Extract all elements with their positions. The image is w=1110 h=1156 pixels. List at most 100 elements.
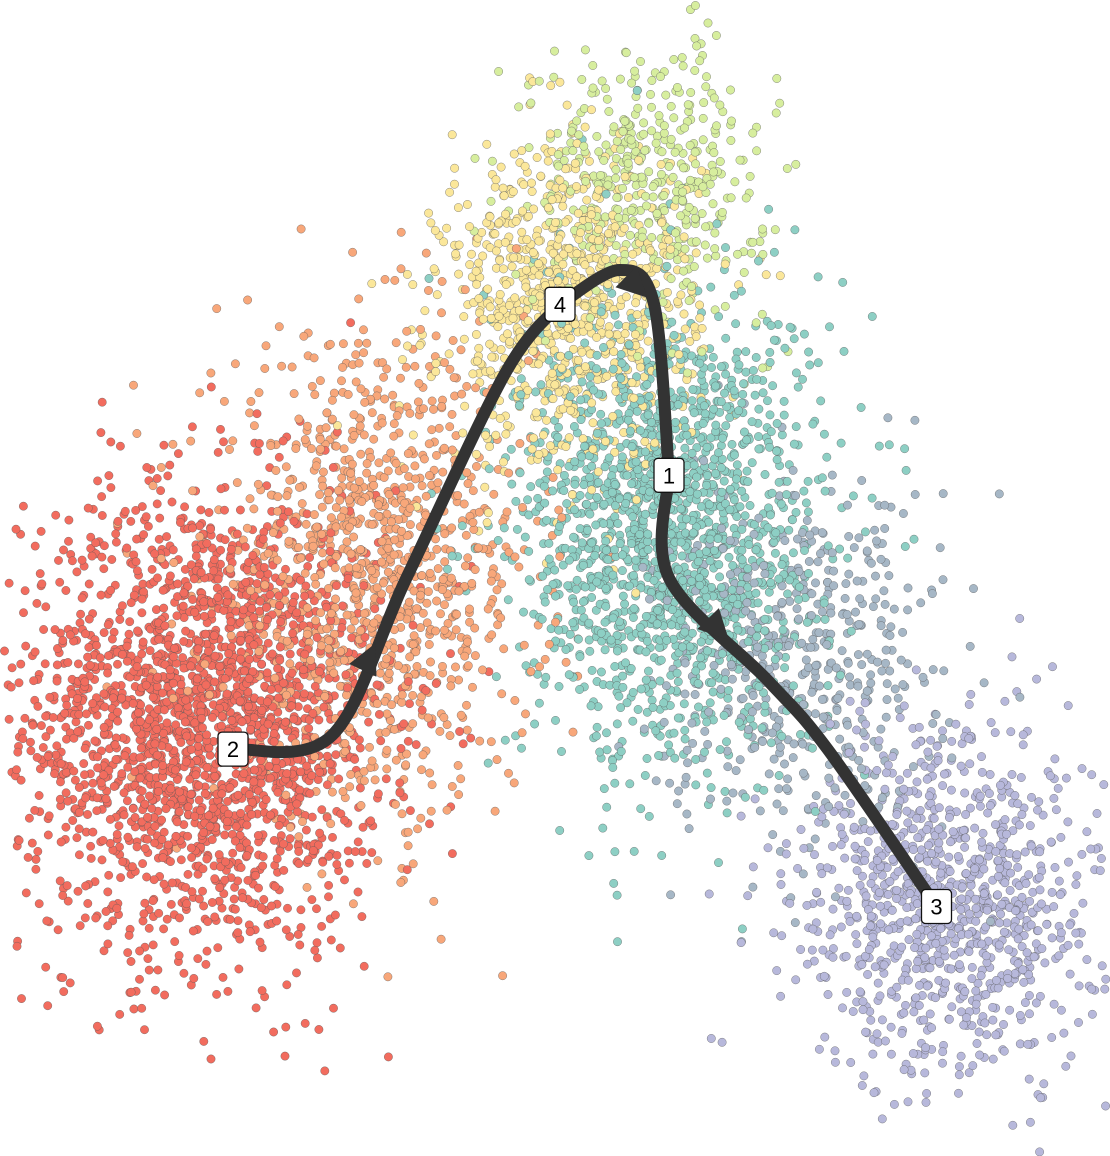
cell-point xyxy=(451,662,460,672)
cell-point xyxy=(335,943,345,953)
cell-point xyxy=(881,658,890,668)
cell-point xyxy=(23,853,33,862)
cell-point xyxy=(350,616,359,626)
cell-point xyxy=(159,440,169,450)
cell-point xyxy=(1074,981,1084,991)
cell-point xyxy=(741,347,751,356)
cell-point xyxy=(162,718,172,728)
cell-point xyxy=(660,206,669,216)
cell-point xyxy=(338,363,347,372)
cell-point xyxy=(468,486,478,496)
cell-point xyxy=(588,83,598,93)
cell-point xyxy=(501,429,511,439)
cell-point xyxy=(691,480,700,490)
cell-point xyxy=(861,891,871,901)
cell-point xyxy=(627,78,636,88)
cell-point xyxy=(74,824,84,834)
cell-point xyxy=(92,806,102,816)
cell-point xyxy=(491,175,501,185)
cell-point xyxy=(657,147,667,157)
cell-point xyxy=(910,415,920,425)
cell-point xyxy=(18,734,28,744)
cell-point xyxy=(560,471,569,480)
cell-point xyxy=(817,528,827,537)
cell-point xyxy=(509,778,519,788)
cell-point xyxy=(981,990,991,999)
cell-point xyxy=(282,980,292,990)
cell-point xyxy=(93,476,102,486)
cell-point xyxy=(310,510,319,519)
cell-point xyxy=(996,909,1005,919)
cell-point xyxy=(857,660,867,669)
cell-point xyxy=(236,636,245,645)
cell-point xyxy=(772,455,782,465)
cell-point xyxy=(153,965,163,975)
cell-point xyxy=(571,584,581,594)
cell-point xyxy=(696,637,706,647)
cell-point xyxy=(703,740,712,749)
cell-point xyxy=(600,462,610,472)
cell-point xyxy=(791,508,801,517)
cell-point xyxy=(758,363,767,373)
cell-point xyxy=(1013,863,1023,872)
cell-point xyxy=(616,703,625,712)
cell-point xyxy=(735,755,745,765)
cell-point xyxy=(570,457,579,467)
cell-point xyxy=(1077,764,1087,773)
cell-point xyxy=(399,719,409,729)
cell-point xyxy=(563,581,573,591)
cell-point xyxy=(774,784,784,794)
cell-point xyxy=(510,696,520,705)
cell-point xyxy=(577,347,587,357)
cell-point xyxy=(911,740,921,750)
cell-point xyxy=(803,477,813,486)
cell-point xyxy=(475,507,484,517)
cell-point xyxy=(753,598,763,608)
cell-point xyxy=(780,343,790,353)
cell-point xyxy=(970,823,980,833)
cell-point xyxy=(750,390,760,400)
cell-point xyxy=(731,766,741,775)
cell-point xyxy=(79,759,89,768)
cell-point xyxy=(969,584,978,593)
cell-point xyxy=(557,513,567,522)
cell-point xyxy=(845,672,854,682)
cell-point xyxy=(74,783,84,792)
cell-point xyxy=(485,339,495,349)
cell-point xyxy=(99,564,109,574)
cell-point xyxy=(470,154,480,163)
cell-point xyxy=(760,470,770,479)
cell-point xyxy=(116,873,125,882)
cell-point xyxy=(830,1046,840,1056)
cell-point xyxy=(628,716,638,726)
cell-point xyxy=(367,408,377,418)
cell-point xyxy=(751,318,761,328)
cell-point xyxy=(307,382,317,391)
cell-point xyxy=(401,362,411,372)
cell-point xyxy=(515,439,525,448)
cell-point xyxy=(990,728,1000,737)
cell-point xyxy=(287,362,297,372)
cell-point xyxy=(554,505,564,515)
cell-point xyxy=(523,316,533,326)
cell-point xyxy=(434,423,444,433)
cell-point xyxy=(548,473,558,482)
cell-point xyxy=(188,422,197,432)
cell-point xyxy=(349,899,358,909)
cell-point xyxy=(585,156,594,166)
cell-point xyxy=(502,507,512,517)
cell-point xyxy=(381,774,391,784)
cell-point xyxy=(21,888,31,898)
cell-point xyxy=(1074,1018,1083,1027)
cell-point xyxy=(827,470,837,480)
cell-point xyxy=(16,659,26,669)
cell-point xyxy=(772,74,782,83)
cell-point xyxy=(776,880,786,889)
cell-point xyxy=(898,628,907,637)
cell-point xyxy=(1025,896,1034,906)
cell-point xyxy=(156,463,166,472)
cell-point xyxy=(315,490,324,499)
cell-point xyxy=(438,467,448,477)
